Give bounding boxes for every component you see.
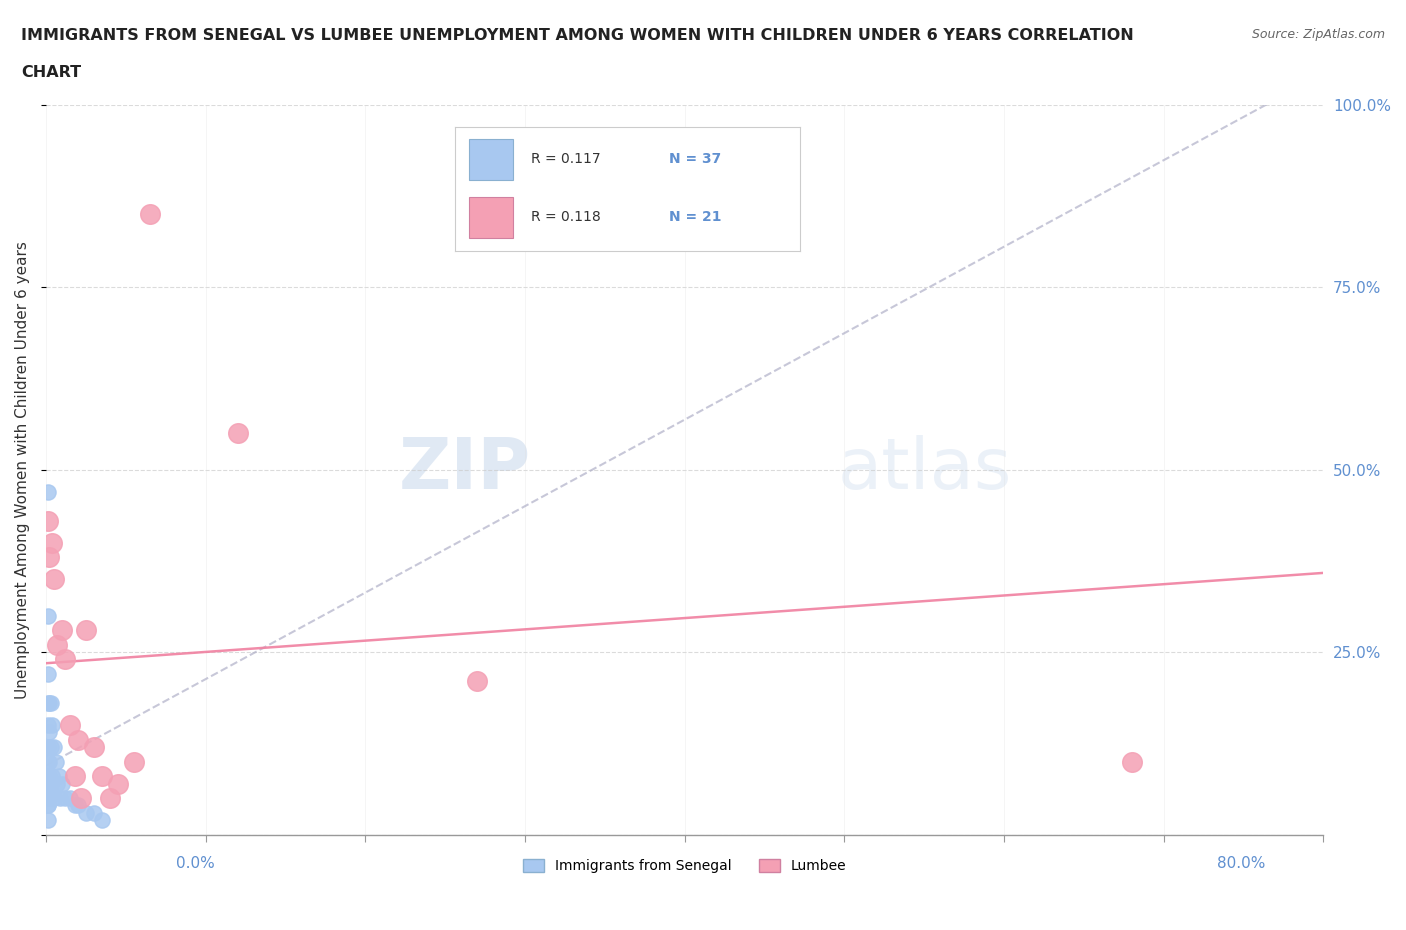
Point — [37, 739, 59, 754]
Text: 0.0%: 0.0% — [176, 856, 215, 870]
Point — [41, 535, 63, 550]
Point — [48, 769, 70, 784]
Point — [37, 798, 59, 813]
Point — [59, 790, 82, 805]
Point — [38, 769, 60, 784]
Point — [42, 572, 65, 587]
Point — [42, 790, 65, 805]
Text: ZIP: ZIP — [399, 435, 531, 504]
Point — [465, 674, 488, 689]
Point — [66, 798, 89, 813]
Point — [139, 206, 162, 221]
Point — [37, 783, 59, 798]
Point — [37, 769, 59, 784]
Point — [98, 790, 121, 805]
Text: 80.0%: 80.0% — [1218, 856, 1265, 870]
Point — [37, 667, 59, 682]
Point — [38, 725, 60, 740]
Point — [226, 426, 249, 441]
Point — [38, 696, 60, 711]
Y-axis label: Unemployment Among Women with Children Under 6 years: Unemployment Among Women with Children U… — [15, 241, 30, 698]
Point — [63, 769, 86, 784]
Point — [90, 769, 112, 784]
Point — [66, 732, 89, 747]
Point — [107, 776, 129, 790]
Point — [53, 652, 76, 667]
Point — [49, 790, 72, 805]
Point — [39, 776, 62, 790]
Text: IMMIGRANTS FROM SENEGAL VS LUMBEE UNEMPLOYMENT AMONG WOMEN WITH CHILDREN UNDER 6: IMMIGRANTS FROM SENEGAL VS LUMBEE UNEMPL… — [21, 28, 1133, 43]
Point — [51, 623, 73, 638]
Point — [37, 485, 59, 499]
Point — [45, 754, 67, 769]
Point — [1121, 754, 1143, 769]
Point — [46, 776, 69, 790]
Point — [59, 718, 82, 733]
Text: CHART: CHART — [21, 65, 82, 80]
Point — [51, 776, 73, 790]
Point — [37, 696, 59, 711]
Point — [37, 798, 59, 813]
Point — [39, 696, 62, 711]
Point — [38, 783, 60, 798]
Point — [70, 790, 93, 805]
Point — [38, 790, 60, 805]
Point — [83, 739, 105, 754]
Point — [37, 513, 59, 528]
Point — [37, 813, 59, 828]
Point — [46, 637, 69, 652]
Point — [37, 754, 59, 769]
Point — [38, 550, 60, 565]
Text: atlas: atlas — [838, 435, 1012, 504]
Point — [39, 739, 62, 754]
Point — [75, 805, 97, 820]
Point — [37, 608, 59, 623]
Point — [53, 790, 76, 805]
Point — [122, 754, 145, 769]
Legend: Immigrants from Senegal, Lumbee: Immigrants from Senegal, Lumbee — [517, 854, 852, 879]
Point — [38, 754, 60, 769]
Point — [63, 798, 86, 813]
Point — [37, 718, 59, 733]
Point — [90, 813, 112, 828]
Point — [83, 805, 105, 820]
Point — [41, 718, 63, 733]
Text: Source: ZipAtlas.com: Source: ZipAtlas.com — [1251, 28, 1385, 41]
Point — [41, 769, 63, 784]
Point — [42, 739, 65, 754]
Point — [75, 623, 97, 638]
